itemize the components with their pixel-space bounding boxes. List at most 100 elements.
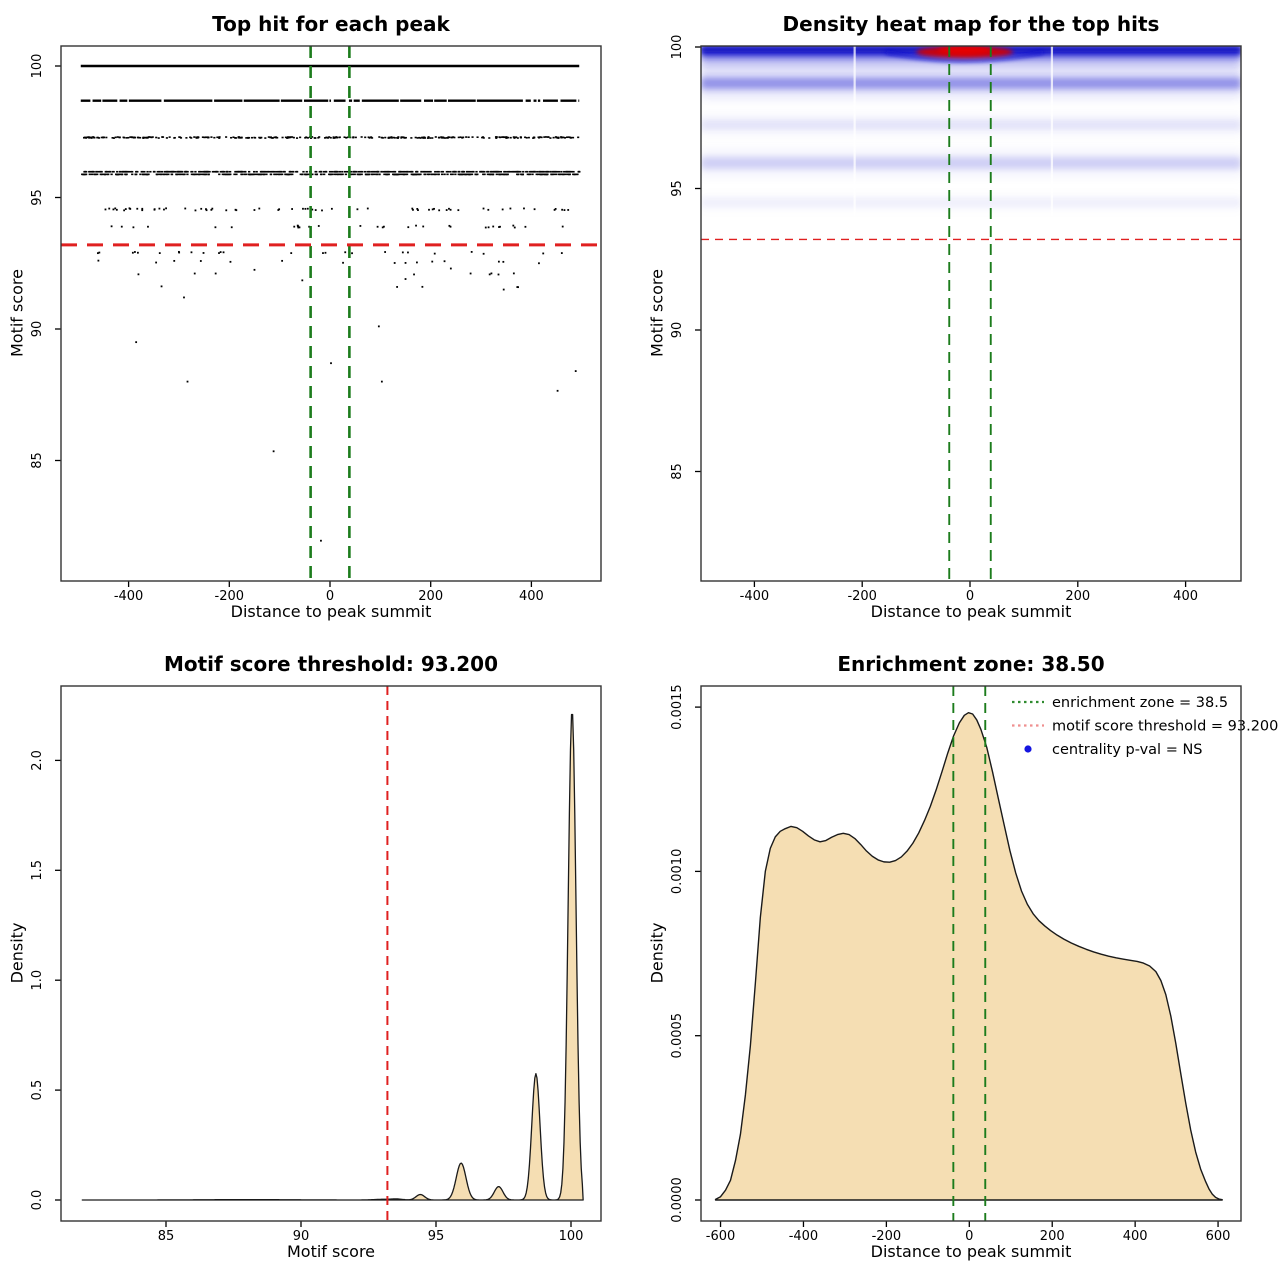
band-dash — [555, 136, 558, 139]
band-dash — [431, 137, 434, 139]
band-dash — [213, 170, 216, 173]
band-dash — [314, 170, 317, 173]
band-dash — [168, 170, 171, 173]
band-dash — [414, 173, 418, 176]
scatter-point — [498, 226, 500, 228]
band-dash — [353, 173, 356, 176]
band-dash — [235, 173, 238, 176]
band-dash — [416, 137, 419, 139]
band-dash — [255, 173, 259, 176]
band-dash — [503, 170, 507, 173]
scatter-point — [533, 208, 536, 211]
band-dash — [358, 173, 361, 176]
scatter-point — [499, 225, 501, 228]
band-dash — [410, 173, 413, 176]
band-dash — [391, 170, 395, 173]
band-dash — [551, 170, 554, 173]
band-dash — [449, 173, 453, 176]
band-dash — [333, 173, 337, 176]
band-dash — [360, 173, 363, 176]
band-dash — [125, 137, 128, 139]
scatter-point — [298, 226, 301, 229]
band-gap — [421, 98, 425, 103]
band-dash — [480, 170, 484, 173]
band-dash — [251, 173, 254, 176]
band-dash — [572, 170, 575, 173]
scatter-point — [561, 225, 564, 228]
band-dash — [245, 137, 248, 139]
band-dash — [247, 170, 251, 173]
band-dash — [224, 173, 228, 176]
band-dash — [193, 136, 196, 138]
band-dash — [292, 136, 295, 139]
band-dash — [562, 173, 565, 176]
scatter-point — [205, 209, 208, 212]
band-dash — [512, 136, 515, 138]
legend-label: motif score threshold = 93.200 — [1052, 719, 1278, 735]
band-gap — [475, 98, 477, 103]
band-dash — [232, 136, 235, 139]
band-dash — [515, 136, 518, 138]
y-tick-label: 0.0 — [30, 1190, 45, 1211]
band-dash — [191, 170, 194, 173]
band-dash — [275, 170, 278, 173]
band-dash — [568, 173, 571, 176]
scatter-point — [165, 207, 167, 210]
band-dash — [221, 170, 225, 173]
band-dash — [426, 173, 430, 176]
band-dash — [546, 136, 549, 138]
band-dash — [481, 136, 485, 138]
band-dash — [196, 136, 200, 138]
band-dash — [567, 170, 570, 173]
band-dash — [471, 170, 474, 173]
band-dash — [527, 136, 530, 139]
scatter-point — [487, 208, 490, 211]
band-gap — [117, 98, 120, 103]
band-dash — [360, 136, 363, 138]
scatter-point — [293, 225, 296, 228]
band-dash — [271, 137, 274, 139]
scatter-point — [344, 251, 347, 254]
band-dash — [519, 170, 522, 173]
band-dash — [221, 173, 225, 176]
band-dash — [557, 173, 560, 176]
scatter-point — [330, 207, 333, 210]
x-tick-label: -600 — [706, 1229, 736, 1244]
band-dash — [335, 136, 338, 138]
band-dash — [102, 136, 105, 139]
band-dash — [131, 173, 134, 176]
heatmap-layer — [701, 46, 1241, 216]
band-gap — [161, 98, 164, 103]
scatter-point — [281, 259, 284, 262]
scatter-point — [509, 207, 512, 210]
band-dash — [399, 173, 402, 176]
band-dash — [97, 170, 100, 173]
y-tick-label: 100 — [670, 35, 685, 60]
band-dash — [419, 137, 422, 139]
band-dash — [349, 170, 353, 173]
scatter-point — [98, 251, 101, 254]
band-dash — [116, 136, 119, 138]
band-dash — [123, 136, 126, 139]
scatter-point — [490, 272, 493, 275]
band-dash — [202, 173, 205, 176]
scatter-point — [366, 207, 369, 210]
band-dash — [277, 170, 281, 173]
scatter-point — [561, 208, 564, 211]
heat-hotspot-core — [937, 46, 992, 55]
band-dash — [385, 173, 388, 176]
band-dash — [250, 136, 253, 139]
band-dash — [282, 170, 285, 173]
band-dash — [129, 136, 132, 138]
band-dash — [263, 173, 266, 176]
scatter-point — [359, 225, 362, 227]
band-dash — [260, 170, 263, 173]
scatter-point — [205, 208, 207, 211]
band-dash — [453, 136, 456, 139]
scatter-point — [448, 224, 451, 227]
band-gap — [576, 98, 579, 103]
heat-band-core — [701, 198, 1241, 208]
scatter-point — [304, 207, 307, 210]
band-dash — [98, 137, 101, 139]
